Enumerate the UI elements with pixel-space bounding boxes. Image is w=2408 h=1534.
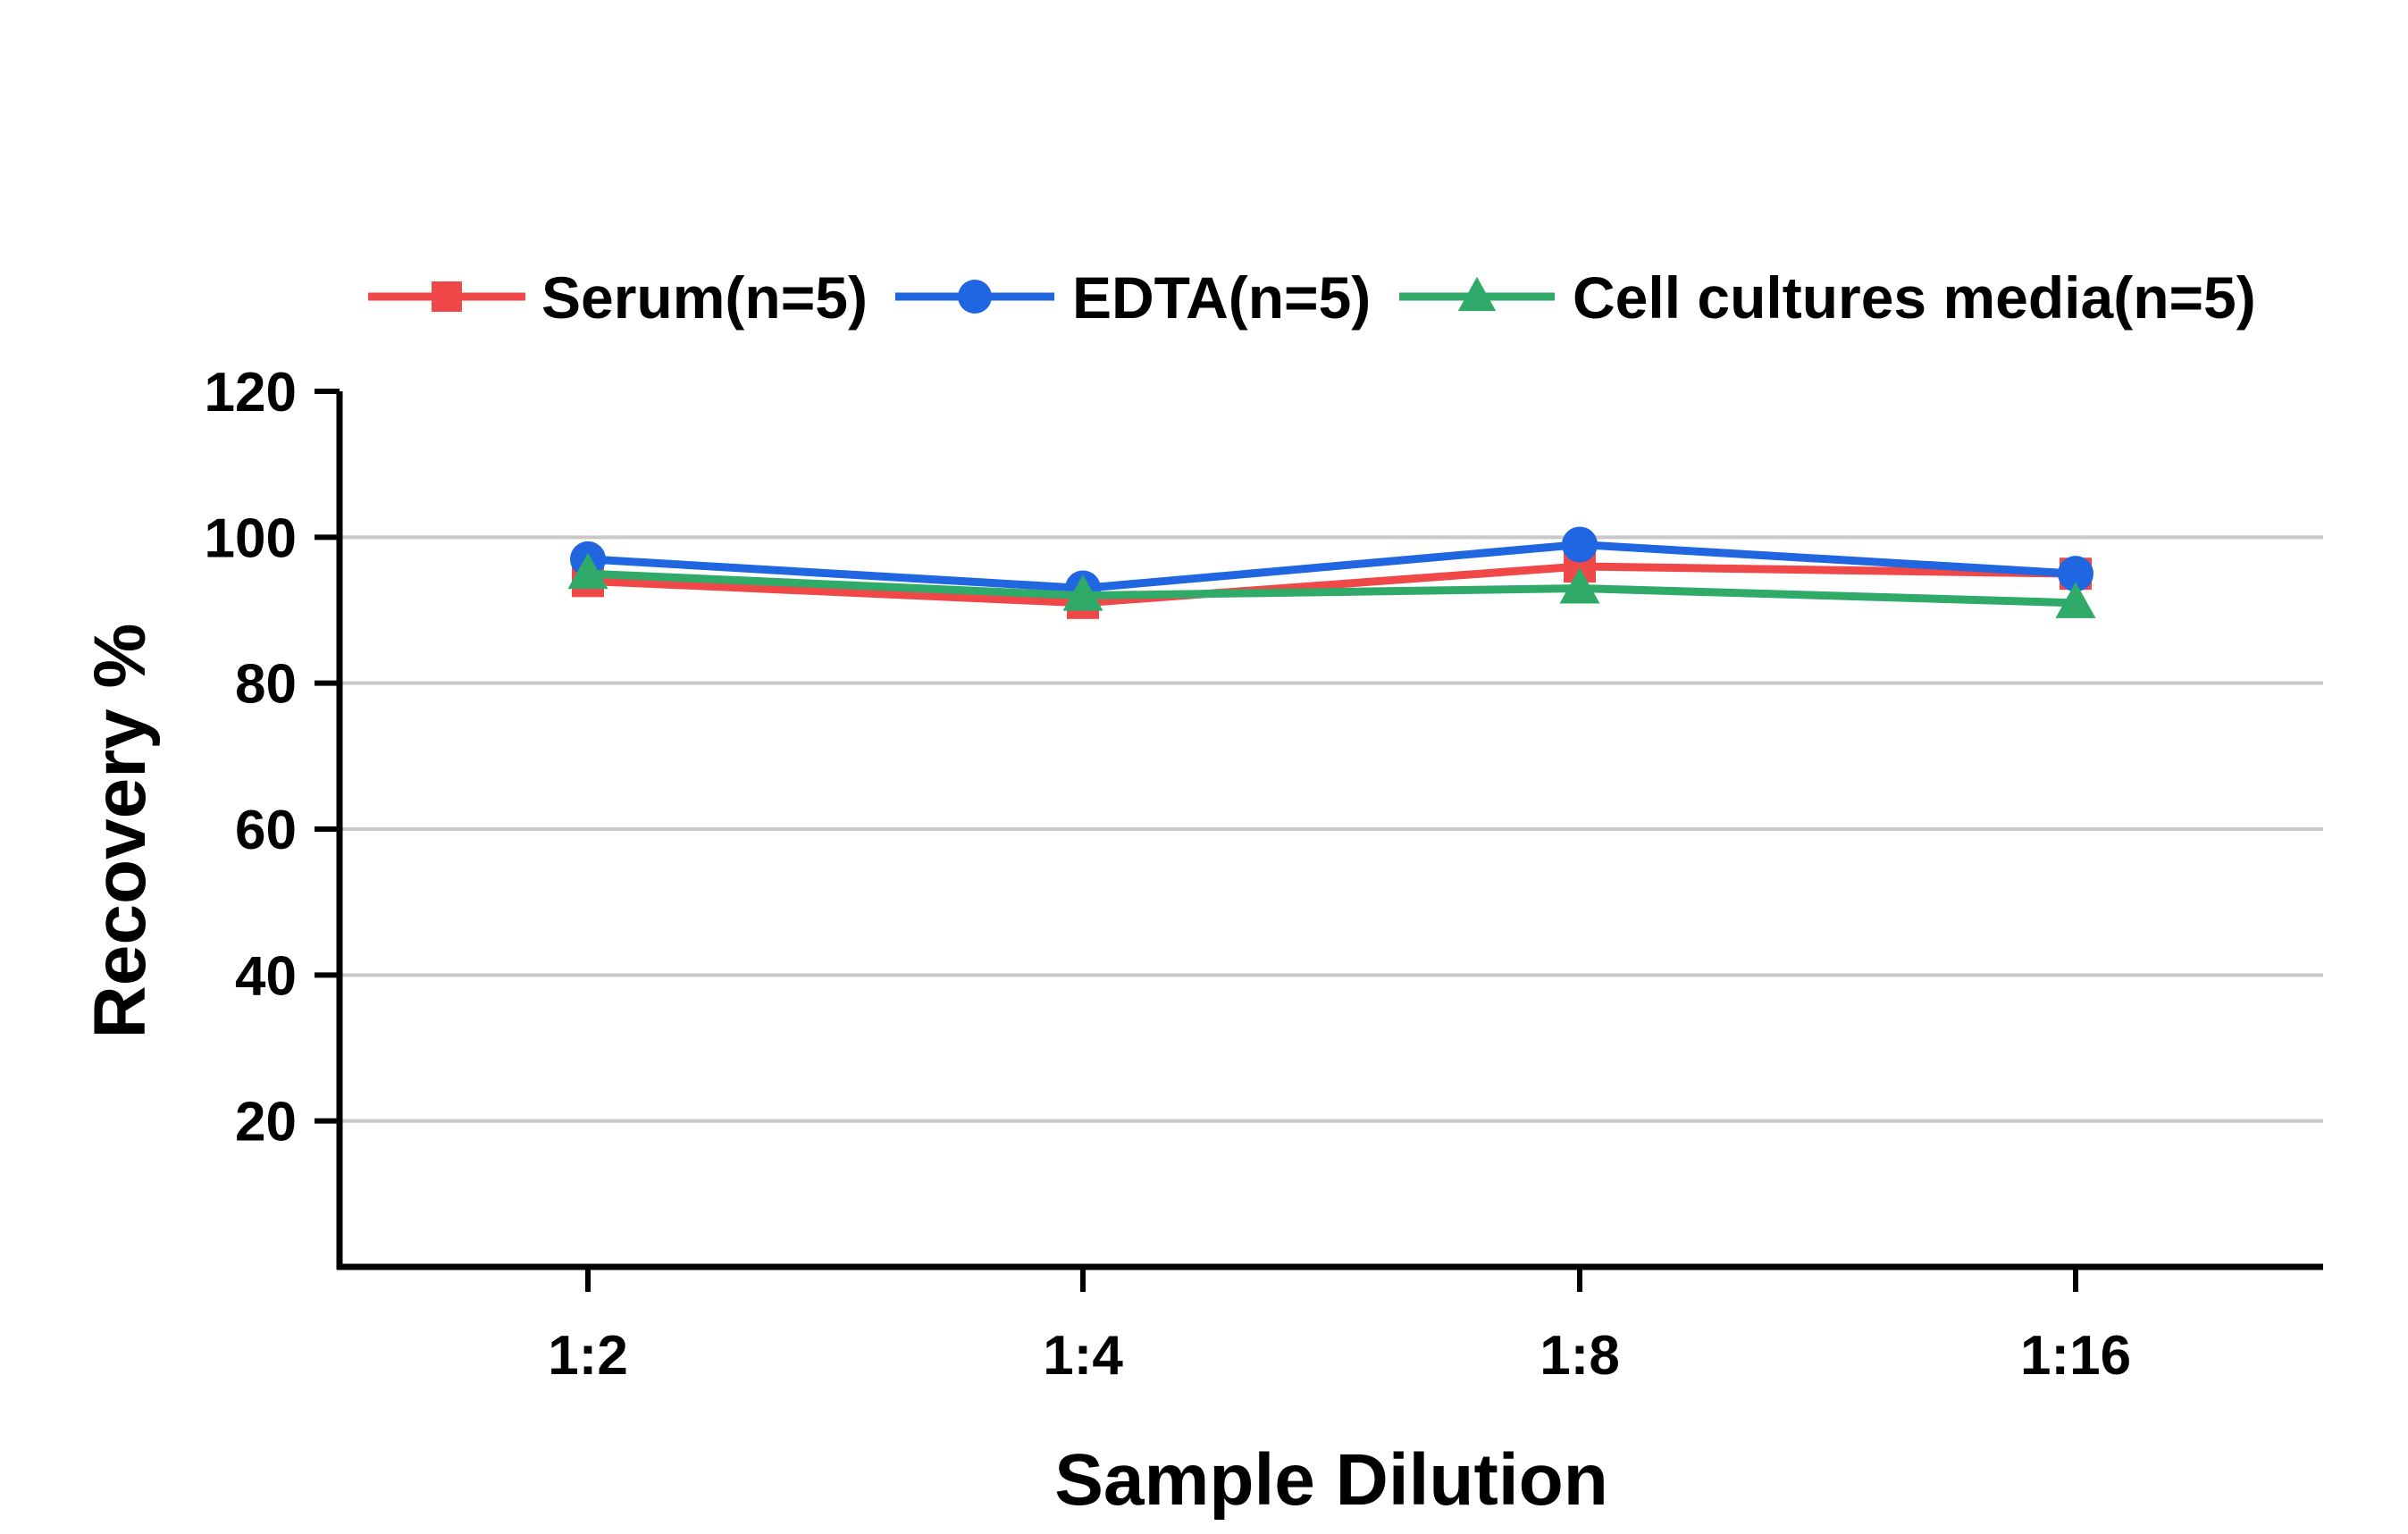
data-point bbox=[2055, 582, 2096, 618]
data-point bbox=[567, 552, 608, 590]
series-layer bbox=[567, 526, 2096, 619]
gridlines bbox=[340, 535, 2323, 1123]
data-point bbox=[1562, 526, 1598, 563]
x-tick-label: 1:16 bbox=[2020, 1325, 2131, 1387]
y-axis-ticks: 20 40 60 80 100 120 bbox=[205, 362, 340, 1153]
legend-label: Serum(n=5) bbox=[541, 264, 868, 331]
legend-marker bbox=[958, 280, 992, 314]
y-tick-label: 40 bbox=[235, 945, 297, 1007]
legend-marker bbox=[1457, 276, 1497, 312]
legend-label: Cell cultures media(n=5) bbox=[1573, 264, 2256, 331]
series-line bbox=[587, 562, 2077, 608]
series-edta bbox=[570, 526, 2093, 607]
y-tick-label: 80 bbox=[235, 654, 297, 716]
series-line bbox=[587, 541, 2077, 592]
x-tick-label: 1:4 bbox=[1043, 1325, 1123, 1387]
series-cell-cultures-media bbox=[567, 552, 2096, 618]
legend-item: Serum(n=5) bbox=[368, 264, 868, 331]
y-tick-label: 20 bbox=[235, 1092, 297, 1153]
data-point bbox=[1559, 567, 1600, 604]
data-point bbox=[1062, 574, 1103, 611]
legend-label: EDTA(n=5) bbox=[1072, 264, 1371, 331]
y-tick-label: 120 bbox=[205, 362, 297, 423]
x-tick-label: 1:8 bbox=[1540, 1325, 1620, 1387]
y-tick-label: 60 bbox=[235, 800, 297, 861]
y-tick-label: 100 bbox=[205, 507, 297, 569]
x-tick-label: 1:2 bbox=[548, 1325, 628, 1387]
legend-item: EDTA(n=5) bbox=[895, 264, 1371, 331]
x-axis-title: Sample Dilution bbox=[1054, 1439, 1608, 1521]
x-axis-ticks: 1:2 1:4 1:8 1:16 bbox=[548, 1267, 2131, 1387]
legend-item: Cell cultures media(n=5) bbox=[1399, 264, 2256, 331]
series-line bbox=[587, 569, 2077, 608]
legend-marker bbox=[432, 281, 462, 312]
legend: Serum(n=5) EDTA(n=5) Cell cultures media(n… bbox=[368, 264, 2256, 331]
data-point bbox=[2058, 556, 2093, 592]
y-axis-title: Recovery % bbox=[80, 624, 161, 1039]
